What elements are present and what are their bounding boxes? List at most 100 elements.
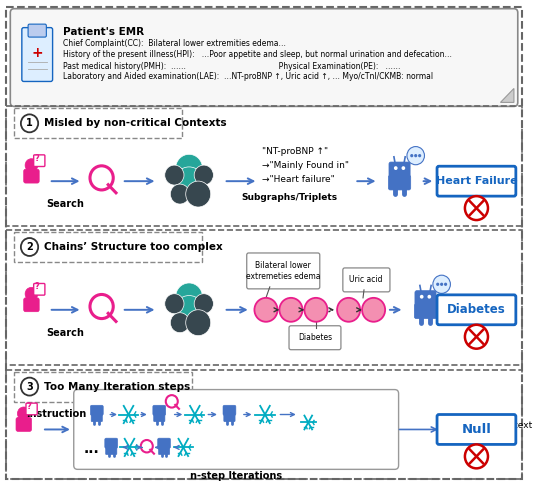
Text: 3: 3 (26, 382, 33, 392)
Circle shape (175, 155, 203, 182)
Text: Null: Null (461, 423, 492, 436)
FancyBboxPatch shape (224, 414, 235, 422)
Circle shape (337, 298, 360, 322)
FancyBboxPatch shape (389, 175, 410, 190)
Text: ?: ? (35, 282, 39, 292)
Circle shape (402, 166, 405, 170)
Text: Chains’ Structure too complex: Chains’ Structure too complex (44, 242, 222, 252)
Circle shape (304, 298, 328, 322)
Circle shape (362, 298, 385, 322)
FancyBboxPatch shape (91, 414, 102, 422)
Text: Uric acid: Uric acid (349, 276, 383, 284)
FancyBboxPatch shape (90, 405, 103, 416)
Bar (14, 372, 192, 401)
Circle shape (21, 238, 38, 256)
Circle shape (25, 287, 38, 300)
FancyBboxPatch shape (33, 283, 45, 295)
Circle shape (174, 167, 204, 199)
FancyBboxPatch shape (289, 326, 341, 350)
Circle shape (21, 378, 38, 396)
Circle shape (394, 166, 398, 170)
Circle shape (440, 283, 443, 286)
Circle shape (465, 444, 488, 469)
FancyBboxPatch shape (415, 291, 436, 306)
Text: Bilateral lower
extremeties edema: Bilateral lower extremeties edema (246, 261, 321, 280)
Circle shape (410, 154, 413, 157)
Circle shape (465, 196, 488, 220)
Circle shape (175, 283, 203, 311)
FancyBboxPatch shape (158, 447, 170, 454)
Text: →"Heart failure": →"Heart failure" (262, 174, 335, 184)
FancyBboxPatch shape (10, 9, 518, 106)
Circle shape (25, 159, 38, 172)
FancyBboxPatch shape (22, 28, 53, 82)
Text: Chief Complaint(CC):  Bilateral lower extremities edema…: Chief Complaint(CC): Bilateral lower ext… (63, 38, 286, 48)
FancyBboxPatch shape (153, 414, 165, 422)
Circle shape (165, 165, 184, 185)
FancyBboxPatch shape (223, 405, 236, 416)
FancyBboxPatch shape (389, 162, 410, 177)
Circle shape (418, 154, 421, 157)
Text: Subgraphs/Triplets: Subgraphs/Triplets (241, 192, 337, 202)
FancyBboxPatch shape (28, 24, 47, 37)
Text: Diabetes: Diabetes (298, 333, 332, 342)
FancyBboxPatch shape (437, 415, 516, 444)
Circle shape (427, 295, 431, 298)
Circle shape (433, 275, 450, 294)
Circle shape (18, 407, 30, 420)
Text: Misled by non-critical Contexts: Misled by non-critical Contexts (44, 119, 226, 128)
FancyBboxPatch shape (26, 403, 37, 415)
Text: Laboratory and Aided examination(LAE):  …NT-proBNP ↑, Uric acid ↑, … Myo/cTnI/CK: Laboratory and Aided examination(LAE): …… (63, 72, 433, 82)
Bar (7, 230, 522, 364)
Circle shape (444, 283, 447, 286)
Text: "NT-proBNP ↑": "NT-proBNP ↑" (262, 147, 328, 156)
Circle shape (186, 181, 211, 207)
FancyBboxPatch shape (74, 390, 398, 469)
Polygon shape (500, 88, 514, 103)
Bar (14, 232, 202, 262)
FancyBboxPatch shape (153, 405, 165, 416)
FancyBboxPatch shape (16, 417, 31, 432)
Text: Instruction: Instruction (26, 410, 87, 419)
FancyBboxPatch shape (105, 438, 118, 448)
Circle shape (465, 325, 488, 348)
Circle shape (174, 295, 204, 328)
Text: 2: 2 (26, 242, 33, 252)
Text: Exceeding context
length limit: Exceeding context length limit (448, 421, 532, 441)
Bar (14, 108, 182, 139)
Text: →"Mainly Found in": →"Mainly Found in" (262, 161, 349, 170)
Text: ?: ? (27, 402, 32, 411)
Text: ?: ? (35, 154, 39, 163)
Bar (7, 370, 522, 479)
Circle shape (407, 147, 425, 165)
Circle shape (194, 165, 213, 185)
Circle shape (194, 294, 213, 313)
Text: Search: Search (46, 328, 84, 338)
Text: Patient's EMR: Patient's EMR (63, 27, 144, 36)
FancyBboxPatch shape (158, 438, 170, 448)
FancyBboxPatch shape (343, 268, 390, 292)
Text: +: + (31, 46, 43, 60)
Circle shape (170, 184, 190, 204)
FancyBboxPatch shape (24, 169, 39, 183)
FancyBboxPatch shape (437, 295, 516, 325)
FancyBboxPatch shape (33, 155, 45, 167)
Circle shape (420, 295, 424, 298)
Text: Diabetes: Diabetes (447, 303, 506, 316)
Circle shape (254, 298, 277, 322)
Text: Search: Search (46, 199, 84, 209)
Bar (7, 106, 522, 226)
FancyBboxPatch shape (24, 298, 39, 312)
Circle shape (436, 283, 439, 286)
Text: n-step Iterations: n-step Iterations (190, 471, 282, 481)
Text: ...: ... (84, 442, 100, 456)
Text: Past medical history(PMH):  ……                                       Physical Ex: Past medical history(PMH): …… Physical E… (63, 62, 401, 70)
Circle shape (170, 312, 190, 332)
Text: Heart Failure: Heart Failure (436, 176, 517, 186)
Circle shape (165, 294, 184, 313)
FancyBboxPatch shape (247, 253, 320, 289)
FancyBboxPatch shape (106, 447, 117, 454)
Circle shape (186, 310, 211, 336)
FancyBboxPatch shape (414, 304, 437, 319)
Text: History of the present illness(HPI):   …Poor appetite and sleep, but normal urin: History of the present illness(HPI): …Po… (63, 50, 452, 58)
